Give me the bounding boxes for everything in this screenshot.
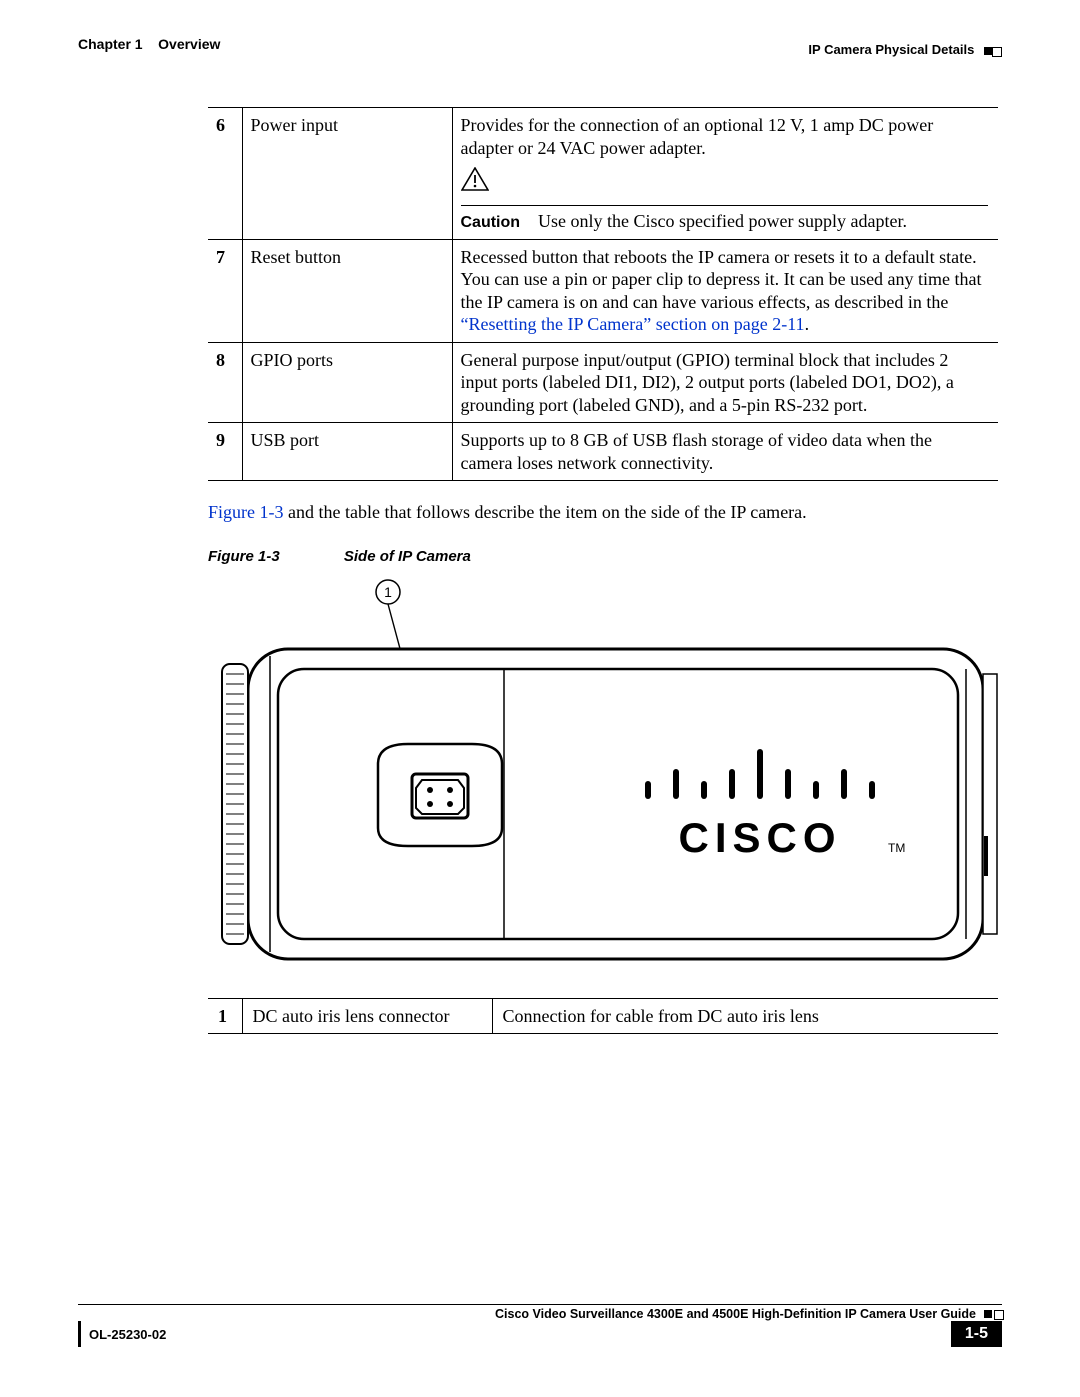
row-label: USB port — [242, 423, 452, 481]
row-num: 1 — [208, 998, 242, 1034]
row-num: 7 — [208, 239, 242, 342]
row-desc: Supports up to 8 GB of USB flash storage… — [452, 423, 998, 481]
header-square-icon — [984, 46, 1002, 56]
table-row: 7 Reset button Recessed button that rebo… — [208, 239, 998, 342]
figure-number: Figure 1-3 — [208, 548, 280, 565]
table-row: 9 USB port Supports up to 8 GB of USB fl… — [208, 423, 998, 481]
row-desc: Provides for the connection of an option… — [452, 108, 998, 240]
row-desc: General purpose input/output (GPIO) term… — [452, 342, 998, 423]
header-right: IP Camera Physical Details — [808, 36, 1002, 57]
row-desc-text: Provides for the connection of an option… — [461, 114, 989, 159]
section-title: IP Camera Physical Details — [808, 42, 974, 57]
row-desc-tail: . — [805, 314, 810, 334]
section-title-row: IP Camera Physical Details — [808, 42, 1002, 57]
row-desc: Recessed button that reboots the IP came… — [452, 239, 998, 342]
row-label: Reset button — [242, 239, 452, 342]
tm-label: TM — [888, 841, 905, 855]
chapter-label: Chapter 1 — [78, 36, 143, 52]
cisco-logo-text: CISCO — [678, 814, 841, 861]
page: Chapter 1 Overview IP Camera Physical De… — [0, 0, 1080, 1397]
caution-row: Caution Use only the Cisco specified pow… — [461, 205, 989, 233]
row-label: Power input — [242, 108, 452, 240]
row-num: 8 — [208, 342, 242, 423]
table-row: 8 GPIO ports General purpose input/outpu… — [208, 342, 998, 423]
table-row: 6 Power input Provides for the connectio… — [208, 108, 998, 240]
intertext: Figure 1-3 and the table that follows de… — [208, 501, 998, 524]
page-footer: Cisco Video Surveillance 4300E and 4500E… — [78, 1304, 1002, 1347]
callout-1-label: 1 — [384, 584, 392, 600]
row-desc-text: Recessed button that reboots the IP came… — [461, 247, 982, 312]
page-header: Chapter 1 Overview IP Camera Physical De… — [78, 36, 1002, 57]
content-area: 6 Power input Provides for the connectio… — [208, 107, 998, 1034]
footer-page-num: 1-5 — [951, 1321, 1002, 1347]
figure-title: Side of IP Camera — [344, 548, 471, 565]
figure-ref-link[interactable]: Figure 1-3 — [208, 502, 284, 522]
row-desc: Connection for cable from DC auto iris l… — [492, 998, 998, 1034]
footer-book-title: Cisco Video Surveillance 4300E and 4500E… — [78, 1307, 984, 1321]
caution-label: Caution — [461, 214, 521, 231]
callout-table: 1 DC auto iris lens connector Connection… — [208, 998, 998, 1035]
figure-wrap: 1 — [208, 574, 998, 980]
ports-table: 6 Power input Provides for the connectio… — [208, 107, 998, 481]
camera-side-illustration: 1 — [208, 574, 998, 974]
footer-square-icon — [984, 1309, 1002, 1319]
footer-bottom-row: OL-25230-02 1-5 — [78, 1321, 1002, 1347]
table-row: 1 DC auto iris lens connector Connection… — [208, 998, 998, 1034]
footer-title-row: Cisco Video Surveillance 4300E and 4500E… — [78, 1304, 1002, 1321]
row-label: DC auto iris lens connector — [242, 998, 492, 1034]
row-num: 6 — [208, 108, 242, 240]
caution-text: Use only the Cisco specified power suppl… — [538, 211, 907, 231]
header-left: Chapter 1 Overview — [78, 36, 220, 57]
warning-icon — [461, 167, 489, 197]
intertext-rest: and the table that follows describe the … — [284, 502, 807, 522]
row-label: GPIO ports — [242, 342, 452, 423]
footer-doc-id: OL-25230-02 — [78, 1321, 166, 1347]
cross-ref-link[interactable]: “Resetting the IP Camera” section on pag… — [461, 314, 805, 334]
figure-caption: Figure 1-3 Side of IP Camera — [208, 548, 998, 567]
row-num: 9 — [208, 423, 242, 481]
chapter-title: Overview — [158, 36, 220, 52]
